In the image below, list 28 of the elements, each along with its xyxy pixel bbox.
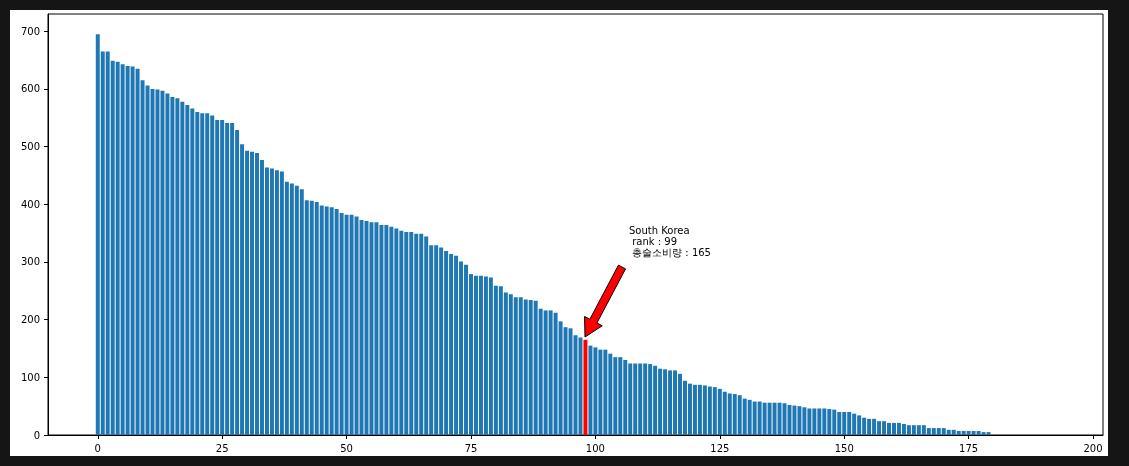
y-tick-label: 400 bbox=[20, 198, 40, 210]
y-tick-label: 700 bbox=[20, 25, 40, 37]
bar bbox=[155, 89, 160, 435]
bar bbox=[568, 328, 573, 435]
bar bbox=[782, 403, 787, 435]
annotation: South Korea rank : 99 총술소비량 : 165 bbox=[628, 225, 711, 259]
x-tick-label: 150 bbox=[834, 442, 854, 454]
x-tick-label: 75 bbox=[464, 442, 478, 454]
y-tick-label: 0 bbox=[33, 429, 40, 441]
x-tick-label: 0 bbox=[94, 442, 101, 454]
y-tick-label: 100 bbox=[20, 371, 40, 383]
bar bbox=[787, 405, 792, 435]
y-tick-label: 200 bbox=[20, 314, 40, 326]
y-tick-label: 500 bbox=[20, 141, 40, 153]
x-tick-label: 50 bbox=[340, 442, 353, 454]
bar bbox=[583, 339, 588, 435]
bar bbox=[588, 345, 593, 435]
x-tick-label: 125 bbox=[710, 442, 730, 454]
x-tick-label: 200 bbox=[1083, 442, 1103, 454]
bar bbox=[369, 222, 374, 435]
bar bbox=[986, 432, 991, 435]
bar bbox=[578, 337, 583, 435]
bar bbox=[359, 219, 364, 435]
y-tick-label: 300 bbox=[20, 256, 40, 268]
y-tick-label: 600 bbox=[20, 83, 40, 95]
x-tick-label: 100 bbox=[585, 442, 605, 454]
x-tick-label: 25 bbox=[215, 442, 229, 454]
x-tick-label: 175 bbox=[959, 442, 979, 454]
